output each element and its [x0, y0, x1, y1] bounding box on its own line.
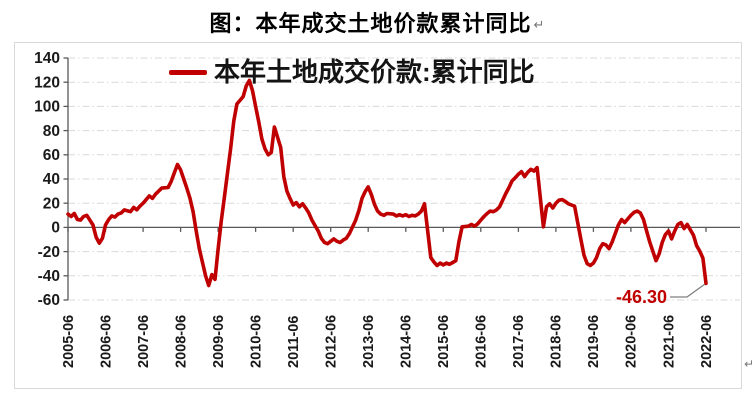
page-title: 图：本年成交土地价款累计同比 ↵	[0, 6, 754, 38]
x-axis-label: 2014-06	[399, 315, 415, 368]
chart-legend: 本年土地成交价款:累计同比	[169, 59, 535, 85]
annotation-value: -46.30	[616, 287, 667, 307]
paragraph-mark-icon: ↵	[744, 357, 754, 371]
y-axis-label: 120	[34, 74, 60, 91]
y-axis-label: 0	[51, 220, 60, 237]
x-axis-label: 2006-06	[98, 315, 114, 368]
x-axis-label: 2012-06	[324, 315, 340, 368]
x-axis-label: 2017-06	[511, 315, 527, 368]
legend-label: 本年土地成交价款:累计同比	[214, 57, 535, 87]
legend-line-swatch	[169, 69, 207, 75]
y-axis-label: -40	[38, 268, 60, 285]
x-axis-label: 2009-06	[211, 315, 227, 368]
y-axis-label: -60	[38, 292, 60, 309]
paragraph-mark-icon: ↵	[533, 18, 545, 33]
annotation-callout-line	[670, 283, 705, 298]
x-axis-label: 2018-06	[549, 315, 565, 368]
x-axis-label: 2015-06	[436, 315, 452, 368]
page-title-text: 图：本年成交土地价款累计同比	[209, 11, 532, 36]
x-axis-label: 2021-06	[661, 315, 677, 368]
y-axis-label: -20	[38, 244, 60, 261]
x-axis-label: 2022-06	[699, 315, 715, 368]
y-axis-label: 20	[43, 195, 60, 212]
x-axis-label: 2013-06	[361, 315, 377, 368]
x-axis-label: 2007-06	[136, 315, 152, 368]
chart-frame: 140 120 100 80 60 40 20 0 -20 -40 -60 2005-06 2006-0…	[14, 42, 742, 389]
data-series-line	[66, 78, 708, 288]
x-axis-label: 2020-06	[624, 315, 640, 368]
y-axis-label: 60	[43, 147, 60, 164]
x-axis-label: 2005-06	[61, 315, 77, 368]
y-axis-label: 140	[34, 50, 60, 67]
y-axis-label: 40	[43, 171, 60, 188]
x-axis-label: 2016-06	[474, 315, 490, 368]
x-axis-label: 2011-06	[286, 316, 302, 368]
x-axis-label: 2008-06	[173, 315, 189, 368]
x-axis-label: 2019-06	[586, 315, 602, 368]
x-axis-label: 2010-06	[248, 315, 264, 368]
y-axis-label: 100	[34, 99, 60, 116]
y-axis-label: 80	[43, 123, 60, 140]
